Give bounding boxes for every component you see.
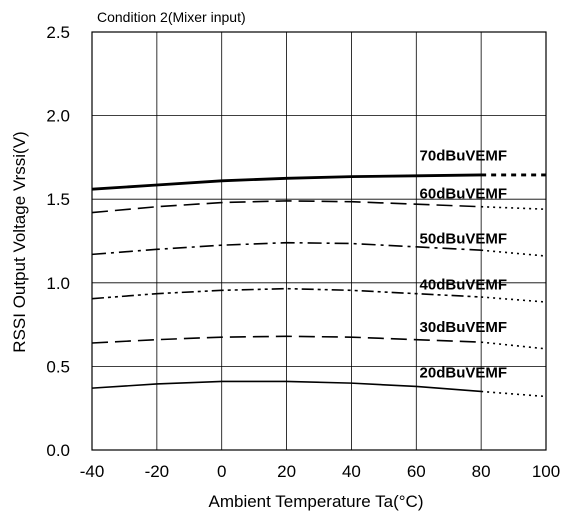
plot-frame (91, 31, 547, 451)
x-tick-label-7: 100 (532, 462, 560, 481)
series-extension-4 (481, 341, 547, 350)
series-extension-2 (481, 249, 547, 257)
chart-title: Condition 2(Mixer input) (97, 9, 246, 25)
x-tick-label-5: 60 (407, 462, 426, 481)
x-tick-label-3: 20 (277, 462, 296, 481)
series-line-0 (91, 173, 482, 191)
y-tick-label-4: 2.0 (46, 107, 70, 126)
series-line-1 (91, 200, 482, 214)
series-label-1: 60dBuVEMF (420, 185, 508, 202)
y-tick-label-2: 1.0 (46, 274, 70, 293)
x-tick-label-6: 80 (472, 462, 491, 481)
series-label-5: 20dBuVEMF (420, 364, 508, 381)
series-label-4: 30dBuVEMF (420, 319, 508, 336)
x-tick-label-4: 40 (342, 462, 361, 481)
series-label-0: 70dBuVEMF (420, 148, 508, 165)
y-tick-label-1: 0.5 (46, 357, 70, 376)
series-lines (91, 173, 547, 398)
series-line-4 (91, 335, 482, 344)
x-tick-label-0: -40 (80, 462, 105, 481)
series-extension-1 (481, 205, 547, 211)
series-line-3 (91, 287, 482, 300)
x-tick-label-1: -20 (145, 462, 170, 481)
y-tick-label-3: 1.5 (46, 190, 70, 209)
y-tick-label-5: 2.5 (46, 23, 70, 42)
series-extension-5 (481, 390, 547, 398)
series-line-2 (91, 241, 482, 256)
series-label-2: 50dBuVEMF (420, 230, 508, 247)
series-line-5 (91, 380, 482, 393)
y-tick-label-0: 0.0 (46, 441, 70, 460)
series-label-3: 40dBuVEMF (420, 276, 508, 293)
x-tick-label-2: 0 (217, 462, 226, 481)
y-axis-title: RSSI Output Voltage Vrssi(V) (10, 131, 29, 352)
x-axis-title: Ambient Temperature Ta(°C) (209, 492, 424, 511)
tick-labels: -40 -20 0 20 40 60 80 100 0.0 0.5 1.0 1.5 2.0 2.5 (46, 23, 560, 481)
series-extension-3 (481, 296, 547, 303)
series-labels: 70dBuVEMF 60dBuVEMF 50dBuVEMF 40dBuVEMF 30dB… (420, 148, 508, 382)
